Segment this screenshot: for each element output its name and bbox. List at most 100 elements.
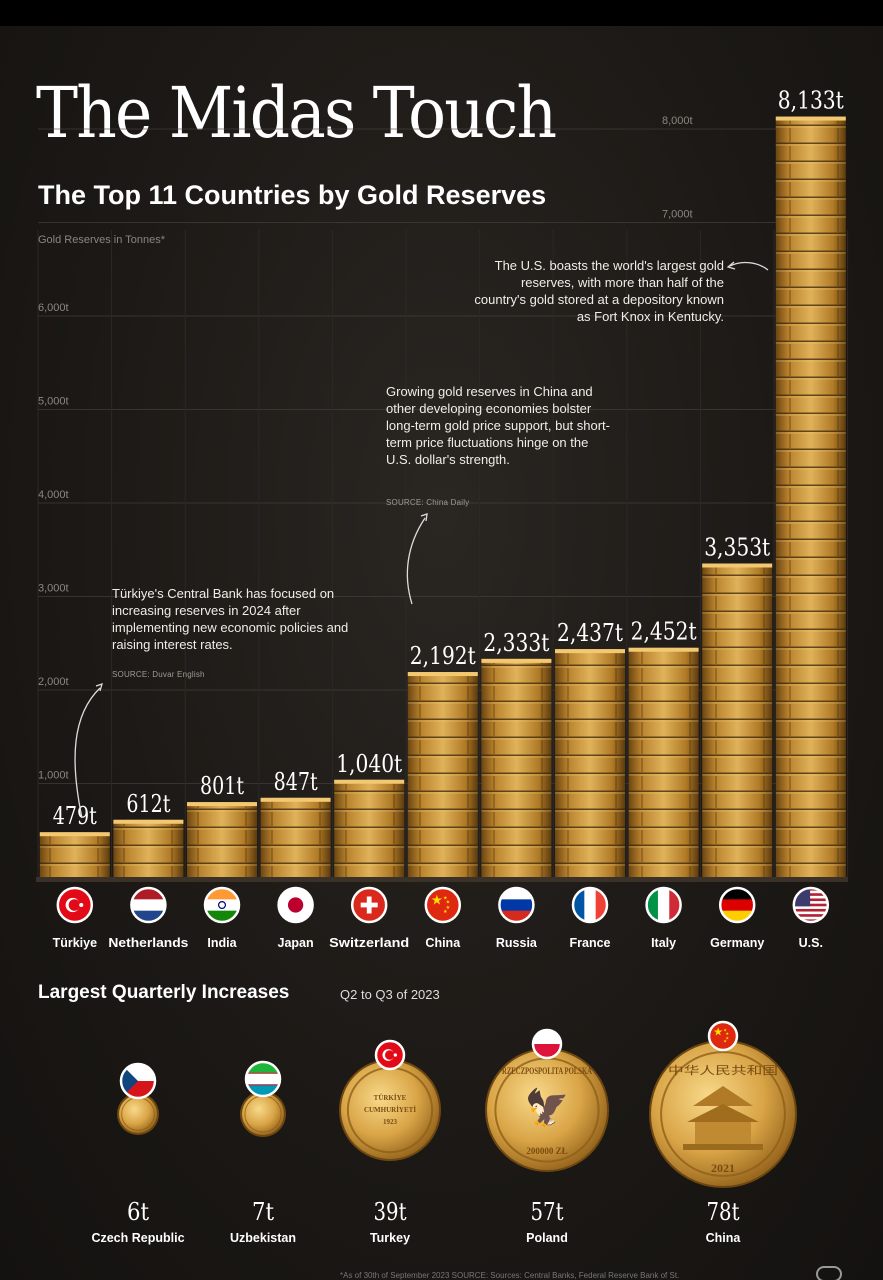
increase-country: Poland: [526, 1231, 568, 1245]
bar-texture: [555, 649, 625, 877]
x-tick-label: Germany: [710, 936, 764, 950]
turkiye-arrowhead: [95, 682, 103, 692]
y-tick-label: 8,000t: [662, 115, 693, 127]
x-tick-label: Türkiye: [53, 936, 98, 950]
coin-inscription: CUMHURİYETİ: [364, 1106, 416, 1114]
x-tick-label: France: [570, 936, 611, 950]
bar-texture: [702, 563, 773, 877]
increase-country: Czech Republic: [91, 1231, 184, 1245]
increases-subtitle: Q2 to Q3 of 2023: [340, 987, 440, 1002]
coin-inscription: 中华人民共和国: [668, 1063, 778, 1077]
svg-text:★: ★: [431, 893, 443, 909]
bar-value-label: 2,452t: [631, 618, 697, 646]
china-annotation-source: SOURCE: China Daily: [386, 498, 470, 507]
gold-coin-icon: [119, 1095, 157, 1133]
bar-value-label: 612t: [126, 790, 170, 818]
increase-value: 7t: [252, 1198, 274, 1226]
turkey-flag-icon: [374, 1039, 406, 1071]
switzerland-flag-icon: [350, 886, 388, 924]
chart-floor: [36, 877, 848, 882]
svg-text:★: ★: [725, 1035, 729, 1040]
x-tick-label: U.S.: [799, 936, 823, 950]
y-tick-label: 1,000t: [38, 770, 69, 782]
italy-flag-icon: [645, 886, 682, 924]
x-tick-label: Netherlands: [108, 936, 188, 950]
bar-top: [481, 658, 552, 663]
bar-texture: [187, 802, 257, 877]
x-tick-label: Switzerland: [329, 936, 409, 950]
coin-inscription: RZECZPOSPOLITA POLSKA: [502, 1066, 592, 1076]
increase-item: 7t Uzbekistan: [230, 1060, 296, 1245]
gold-coin-icon: [487, 1050, 607, 1170]
y-tick-label: 6,000t: [38, 302, 69, 314]
coin-inscription: 200000 ZŁ: [526, 1146, 567, 1156]
x-tick-label: Russia: [496, 936, 538, 950]
bar-texture: [628, 647, 699, 877]
y-tick-label: 4,000t: [38, 489, 69, 501]
y-tick-label: 3,000t: [38, 583, 69, 595]
bar-top: [260, 797, 331, 802]
increase-item: TÜRKİYE CUMHURİYETİ 1923 39t Turkey: [339, 1039, 441, 1245]
svg-text:★: ★: [443, 909, 448, 915]
svg-text:★: ★: [446, 900, 451, 906]
bar-value-label: 847t: [274, 768, 318, 796]
brand-logo-icon: [816, 1266, 842, 1280]
bar-texture: [334, 779, 405, 877]
increase-value: 39t: [374, 1198, 407, 1226]
bar-value-label: 1,040t: [336, 750, 402, 778]
page-subtitle: The Top 11 Countries by Gold Reserves: [38, 180, 547, 210]
france-flag-icon: [571, 886, 609, 924]
germany-flag-icon: [718, 886, 756, 924]
coin-inscription: 1923: [383, 1118, 398, 1126]
bar-value-label: 2,333t: [483, 629, 549, 657]
page-title: The Midas Touch: [36, 72, 557, 154]
increase-item: 6t Czech Republic: [91, 1062, 185, 1245]
bar-top: [628, 647, 699, 652]
increases-title: Largest Quarterly Increases: [38, 982, 290, 1003]
bar-value-label: 2,437t: [557, 619, 623, 647]
china-annotation-arrow: [406, 517, 426, 605]
eagle-icon: 🦅: [525, 1086, 570, 1129]
y-axis-label: Gold Reserves in Tonnes*: [38, 234, 165, 246]
y-tick-label: 7,000t: [662, 209, 693, 221]
x-tick-label: Italy: [651, 936, 676, 950]
footnote: *As of 30th of September 2023 SOURCE: So…: [340, 1271, 680, 1280]
svg-text:★: ★: [446, 905, 451, 911]
usa-flag-icon: [792, 886, 830, 924]
bar-top: [113, 819, 184, 824]
turkiye-annotation-source: SOURCE: Duvar English: [112, 670, 205, 679]
turkiye-annotation: Türkiye's Central Bank has focused on in…: [112, 586, 349, 652]
uzbekistan-flag-icon: [244, 1060, 282, 1098]
bar-value-label: 3,353t: [704, 533, 770, 561]
bar-value-label: 479t: [53, 802, 97, 830]
increase-country: Turkey: [370, 1231, 410, 1245]
bar-top: [187, 802, 257, 807]
bar-top: [775, 116, 846, 121]
bar-value-label: 8,133t: [778, 87, 844, 115]
increase-value: 57t: [531, 1198, 564, 1226]
bar-top: [334, 779, 405, 784]
bar-top: [702, 563, 773, 568]
gold-coin-icon: [242, 1093, 284, 1135]
bar-texture: [775, 116, 846, 877]
us-annotation: The U.S. boasts the world's largest gold…: [474, 258, 724, 324]
china-flag-icon: ★ ★★★★: [707, 1020, 739, 1052]
bar-value-label: 801t: [200, 772, 244, 800]
x-tick-label: China: [425, 936, 461, 950]
y-tick-label: 2,000t: [38, 676, 69, 688]
bar-texture: [260, 797, 331, 877]
top-bar: [0, 0, 883, 26]
china-arrowhead: [420, 513, 428, 522]
india-flag-icon: [203, 886, 241, 924]
coin-inscription: 2021: [711, 1161, 735, 1175]
y-tick-label: 5,000t: [38, 396, 69, 408]
turkiye-annotation-arrow: [74, 687, 101, 819]
china-flag-icon: ★ ★★★★: [424, 886, 462, 924]
russia-flag-icon: [498, 886, 535, 924]
coin-inscription: TÜRKİYE: [374, 1094, 407, 1102]
increase-country: China: [706, 1231, 742, 1245]
us-annotation-arrow: [729, 261, 769, 271]
svg-text:★: ★: [723, 1039, 727, 1044]
increase-value: 6t: [127, 1198, 149, 1226]
